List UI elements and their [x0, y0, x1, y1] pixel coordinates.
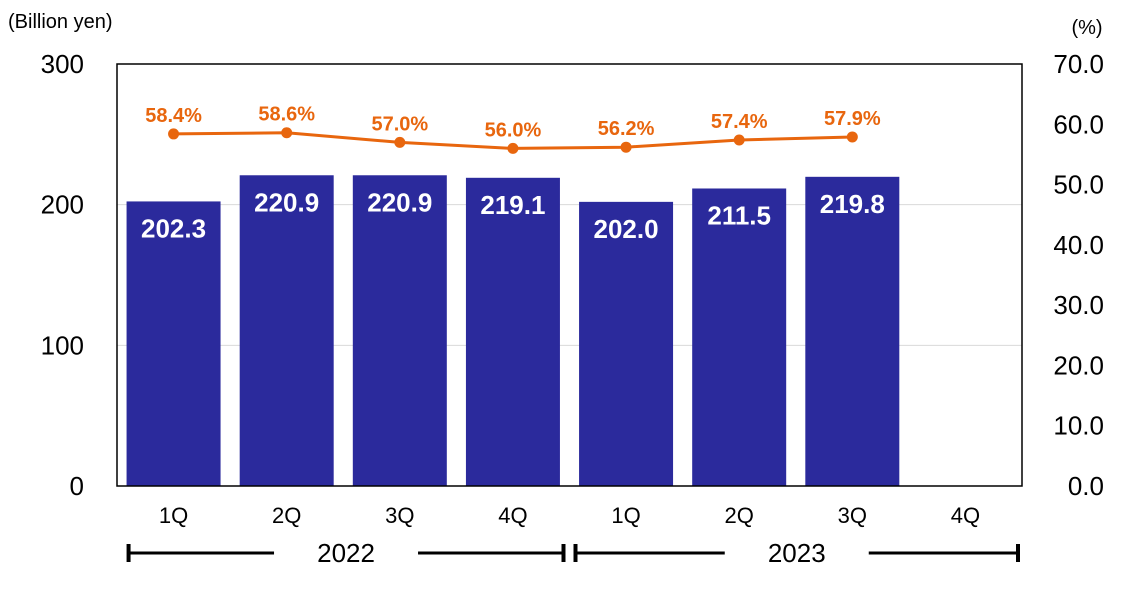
right-axis-tick-label: 30.0	[1053, 290, 1104, 320]
bar-value-label: 211.5	[707, 200, 771, 230]
ratio-value-label: 56.2%	[598, 118, 655, 140]
ratio-value-label: 58.4%	[145, 105, 202, 127]
year-group-label: 2023	[768, 538, 826, 568]
ratio-point	[507, 142, 519, 154]
year-group-label: 2022	[317, 538, 375, 568]
right-axis-tick-label: 40.0	[1053, 230, 1104, 260]
right-axis-tick-label: 10.0	[1053, 411, 1104, 441]
category-label: 4Q	[951, 503, 980, 528]
bar	[465, 177, 560, 487]
data-labels: 202.3 220.9 220.9 219.1 202.0 211.5 219.8 58.4%…	[141, 104, 885, 244]
left-axis-tick-label: 0	[70, 471, 84, 501]
ratio-point	[846, 131, 858, 143]
right-axis-tick-label: 0.0	[1068, 471, 1104, 501]
category-label: 4Q	[498, 503, 527, 528]
bar-value-label: 219.8	[820, 189, 885, 219]
ratio-point	[733, 134, 745, 146]
bar	[579, 201, 674, 486]
category-label: 2Q	[272, 503, 301, 528]
right-axis-tick-label: 50.0	[1053, 170, 1104, 200]
ratio-value-label: 58.6%	[258, 104, 315, 126]
category-label: 1Q	[159, 503, 188, 528]
right-axis-tick-label: 60.0	[1053, 109, 1104, 139]
left-axis-tick-label: 200	[41, 190, 84, 220]
bar-value-label: 219.1	[480, 190, 545, 220]
bar	[126, 201, 221, 486]
left-axis-tick-label: 100	[41, 330, 84, 360]
bar-value-label: 202.3	[141, 213, 206, 243]
bar	[352, 175, 447, 486]
bar-value-label: 202.0	[594, 214, 659, 244]
ratio-value-label: 57.9%	[824, 108, 881, 130]
left-axis-unit-label: (Billion yen)	[8, 11, 112, 33]
ratio-point	[394, 136, 406, 148]
bar	[692, 188, 787, 487]
ratio-line	[168, 127, 858, 154]
ratio-point	[620, 141, 632, 153]
axis-ticks: 0 100 200 300 0.0 10.0 20.0 30.0 40.0 50.0 60.0 70.…	[41, 49, 1104, 501]
bar-value-label: 220.9	[367, 187, 432, 217]
right-axis-tick-label: 20.0	[1053, 350, 1104, 380]
plot-frame	[116, 63, 1023, 487]
bar	[805, 176, 900, 486]
right-axis-unit-label: (%)	[1071, 17, 1102, 39]
ratio-value-label: 57.0%	[371, 113, 428, 135]
category-label: 3Q	[385, 503, 414, 528]
bar-value-label: 220.9	[254, 187, 319, 217]
right-axis-tick-label: 70.0	[1053, 49, 1104, 79]
left-axis-tick-label: 300	[41, 49, 84, 79]
category-label: 3Q	[838, 503, 867, 528]
bars	[126, 175, 900, 487]
category-label: 1Q	[611, 503, 640, 528]
category-label: 2Q	[725, 503, 754, 528]
category-labels: 1Q 2Q 3Q 4Q 1Q 2Q 3Q 4Q	[159, 503, 980, 528]
bar	[239, 175, 334, 486]
ratio-point	[281, 127, 293, 139]
ratio-value-label: 57.4%	[711, 111, 768, 133]
year-groups: 2022 2023	[126, 538, 1020, 568]
ratio-value-label: 56.0%	[485, 119, 542, 141]
ratio-point	[168, 128, 180, 140]
